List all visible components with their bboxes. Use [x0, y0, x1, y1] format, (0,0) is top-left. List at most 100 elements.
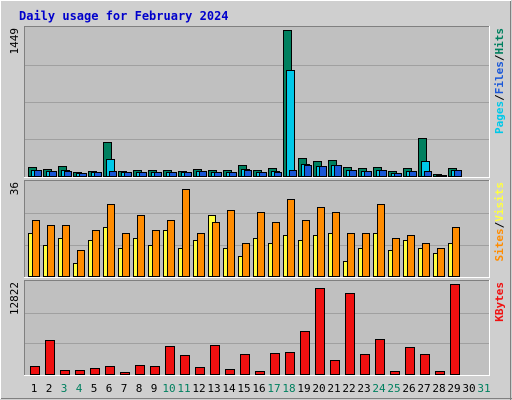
- kbytes-bar: [300, 331, 310, 375]
- pages-bar: [229, 172, 237, 177]
- day-label: 7: [121, 382, 128, 395]
- sites-bar: [152, 230, 160, 277]
- day-label: 23: [357, 382, 370, 395]
- legend-kbytes: KBytes: [493, 282, 506, 322]
- pages-bar: [184, 172, 192, 177]
- sites-bar: [407, 235, 415, 277]
- sites-bar: [317, 207, 325, 277]
- pages-bar: [409, 171, 417, 177]
- kbytes-bar: [330, 360, 340, 375]
- sites-bar: [257, 212, 265, 277]
- sites-bar: [92, 230, 100, 277]
- legend-entry: Hits: [493, 28, 506, 55]
- sites-bar: [137, 215, 145, 277]
- kbytes-bar: [60, 370, 70, 375]
- day-label: 3: [61, 382, 68, 395]
- pages-bar: [259, 172, 267, 177]
- sites-bar: [287, 199, 295, 277]
- kbytes-bar: [150, 366, 160, 375]
- day-label: 6: [106, 382, 113, 395]
- sites-bar: [377, 204, 385, 277]
- y-max-label: 1449: [8, 28, 21, 55]
- day-label: 8: [136, 382, 143, 395]
- graph-title: Daily usage for February 2024: [19, 9, 229, 23]
- pages-bar: [169, 172, 177, 177]
- sites-bar: [272, 222, 280, 277]
- legend-visits-sites: Sites/Visits: [493, 182, 506, 262]
- kbytes-bar: [240, 354, 250, 375]
- day-label: 15: [237, 382, 250, 395]
- day-label: 2: [46, 382, 53, 395]
- sites-bar: [77, 250, 85, 277]
- day-label: 12: [192, 382, 205, 395]
- sites-bar: [302, 220, 310, 277]
- day-label: 30: [462, 382, 475, 395]
- pages-bar: [139, 172, 147, 177]
- sites-bar: [242, 243, 250, 277]
- pages-bar: [244, 170, 252, 177]
- pages-bar: [94, 172, 102, 177]
- day-label: 22: [342, 382, 355, 395]
- sites-bar: [122, 233, 130, 277]
- sites-bar: [392, 238, 400, 277]
- panel-visits-sites: 36 Sites/Visits: [8, 180, 506, 278]
- legend-pages-files-hits: Pages/Files/Hits: [493, 28, 506, 134]
- pages-bar: [454, 170, 462, 177]
- day-label: 29: [447, 382, 460, 395]
- pages-bar: [319, 166, 327, 177]
- files-bar: [286, 70, 295, 177]
- day-label: 9: [151, 382, 158, 395]
- pages-bar: [154, 172, 162, 177]
- legend-entry: KBytes: [493, 282, 506, 322]
- sites-bar: [167, 220, 175, 277]
- day-label: 13: [207, 382, 220, 395]
- y-max-label: 12822: [8, 282, 21, 315]
- pages-bar: [364, 171, 372, 177]
- kbytes-bar: [210, 345, 220, 375]
- sites-bar: [47, 225, 55, 277]
- kbytes-bar: [180, 355, 190, 375]
- pages-bar: [109, 171, 117, 177]
- day-label: 25: [387, 382, 400, 395]
- sites-bar: [332, 212, 340, 277]
- kbytes-bar: [45, 340, 55, 375]
- sites-bar: [182, 189, 190, 277]
- legend-separator: /: [493, 221, 506, 228]
- sites-bar: [422, 243, 430, 277]
- kbytes-bar: [420, 354, 430, 375]
- pages-bar: [64, 171, 72, 177]
- kbytes-bar: [105, 366, 115, 375]
- legend-separator: /: [493, 94, 506, 101]
- sites-bar: [452, 227, 460, 277]
- kbytes-bar: [195, 367, 205, 375]
- pages-bar: [199, 171, 207, 177]
- sites-bar: [362, 233, 370, 277]
- pages-bar: [439, 175, 447, 177]
- sites-bar: [107, 204, 115, 277]
- sites-bar: [62, 225, 70, 277]
- kbytes-bar: [345, 293, 355, 375]
- kbytes-bar: [315, 288, 325, 375]
- pages-bar: [274, 172, 282, 177]
- day-label: 17: [267, 382, 280, 395]
- kbytes-bar: [360, 354, 370, 375]
- day-label: 14: [222, 382, 236, 395]
- kbytes-bar: [450, 284, 460, 375]
- sites-bar: [227, 210, 235, 277]
- x-axis-day-labels: 1 2 3 4 5 6 7 8 9 10 11 12 13 14 15 16 17 18 19 20 21 22 23 24 2…: [31, 382, 491, 395]
- sites-bar: [32, 220, 40, 277]
- kbytes-bar: [435, 371, 445, 375]
- kbytes-bar: [165, 346, 175, 375]
- pages-bar: [49, 171, 57, 177]
- kbytes-bar: [135, 365, 145, 375]
- day-label: 21: [327, 382, 340, 395]
- kbytes-bar: [225, 369, 235, 375]
- day-label: 16: [252, 382, 265, 395]
- pages-bar: [34, 170, 42, 177]
- day-label: 26: [402, 382, 415, 395]
- day-label: 31: [477, 382, 490, 395]
- legend-entry: Files: [493, 61, 506, 94]
- kbytes-bar: [255, 371, 265, 375]
- day-label: 27: [417, 382, 430, 395]
